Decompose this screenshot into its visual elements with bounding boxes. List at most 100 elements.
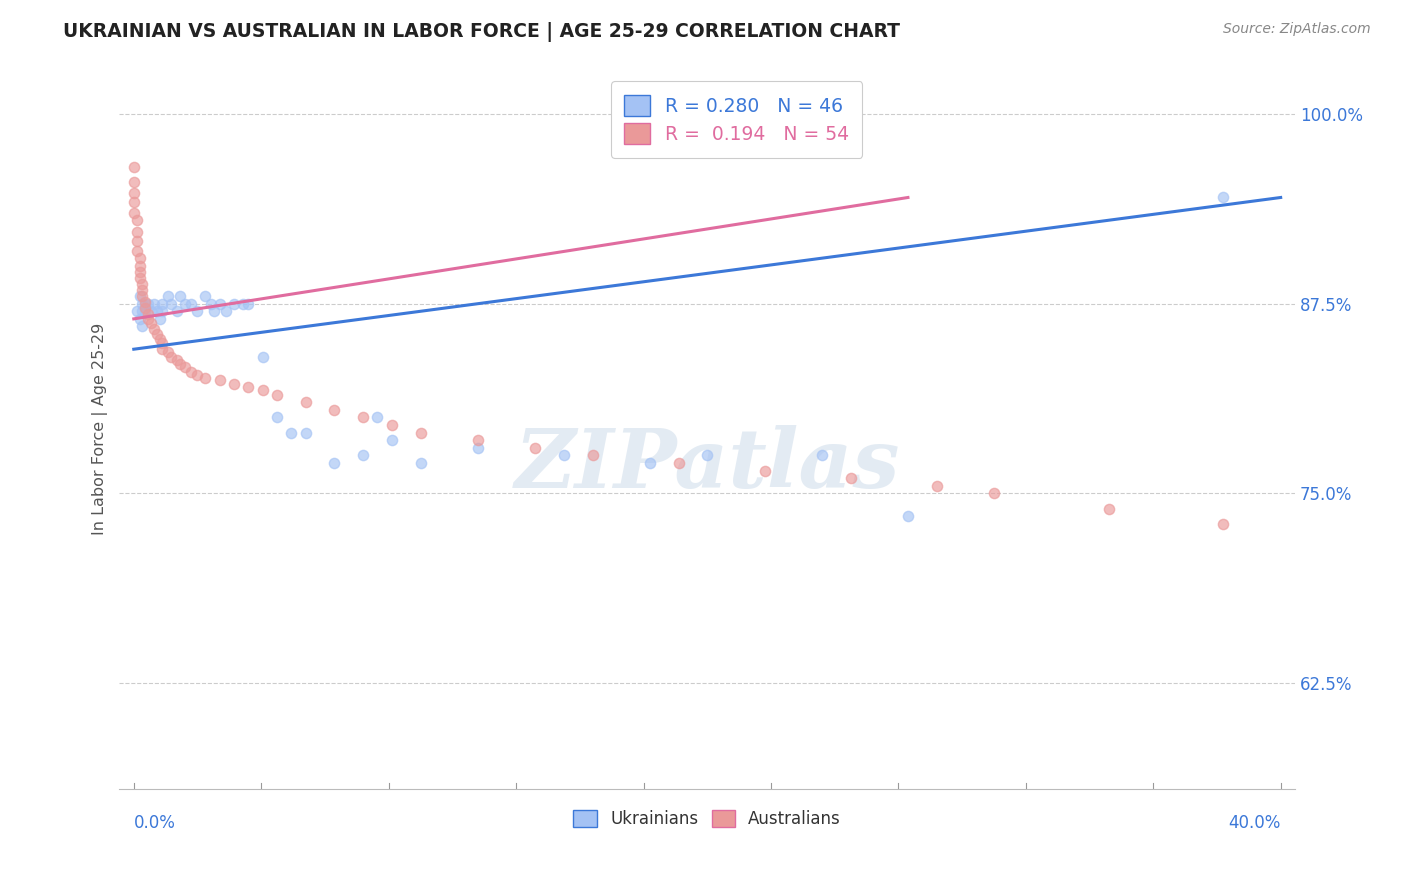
Point: [157, 289, 180, 303]
Point: [323, 456, 346, 470]
Point: [409, 456, 432, 470]
Point: [381, 434, 404, 448]
Point: [202, 304, 225, 318]
Point: [122, 195, 145, 210]
Point: [128, 259, 150, 273]
Point: [160, 296, 183, 310]
Point: [553, 449, 575, 463]
Point: [208, 373, 231, 387]
Point: [194, 371, 217, 385]
Text: UKRAINIAN VS AUSTRALIAN IN LABOR FORCE | AGE 25-29 CORRELATION CHART: UKRAINIAN VS AUSTRALIAN IN LABOR FORCE |…: [63, 22, 900, 42]
Point: [224, 296, 246, 310]
Point: [581, 449, 603, 463]
Point: [266, 410, 288, 425]
Point: [131, 319, 153, 334]
Point: [128, 265, 150, 279]
Point: [136, 311, 159, 326]
Point: [139, 304, 162, 318]
Point: [811, 449, 834, 463]
Point: [352, 410, 374, 425]
Point: [152, 342, 174, 356]
Point: [1212, 190, 1234, 204]
Point: [131, 296, 153, 310]
Point: [149, 332, 172, 346]
Point: [152, 296, 174, 310]
Point: [381, 418, 404, 433]
Point: [136, 307, 159, 321]
Legend: Ukrainians, Australians: Ukrainians, Australians: [567, 804, 848, 835]
Point: [467, 434, 489, 448]
Point: [128, 289, 150, 303]
Point: [238, 296, 260, 310]
Point: [983, 486, 1005, 500]
Point: [128, 271, 150, 285]
Point: [232, 296, 254, 310]
Point: [194, 289, 217, 303]
Point: [897, 509, 920, 524]
Point: [696, 449, 718, 463]
Point: [122, 160, 145, 174]
Point: [128, 311, 150, 326]
Point: [839, 471, 862, 485]
Point: [524, 441, 547, 455]
Point: [467, 441, 489, 455]
Point: [136, 296, 159, 310]
Text: ZIPatlas: ZIPatlas: [515, 425, 900, 505]
Point: [266, 388, 288, 402]
Point: [131, 289, 153, 303]
Point: [214, 304, 236, 318]
Point: [238, 380, 260, 394]
Point: [169, 289, 191, 303]
Point: [754, 464, 776, 478]
Point: [142, 322, 165, 336]
Point: [208, 296, 231, 310]
Point: [145, 304, 167, 318]
Text: 0.0%: 0.0%: [134, 814, 176, 832]
Point: [180, 365, 202, 379]
Point: [280, 425, 302, 440]
Point: [166, 304, 188, 318]
Point: [157, 345, 180, 359]
Point: [134, 304, 156, 318]
Point: [125, 235, 148, 249]
Text: Source: ZipAtlas.com: Source: ZipAtlas.com: [1223, 22, 1371, 37]
Point: [295, 395, 318, 409]
Point: [122, 205, 145, 219]
Point: [125, 304, 148, 318]
Point: [174, 296, 197, 310]
Point: [152, 304, 174, 318]
Point: [125, 244, 148, 258]
Point: [224, 377, 246, 392]
Point: [252, 350, 274, 364]
Point: [1098, 501, 1121, 516]
Point: [1212, 516, 1234, 531]
Point: [139, 317, 162, 331]
Point: [152, 336, 174, 351]
Point: [142, 296, 165, 310]
Point: [134, 301, 156, 316]
Point: [160, 350, 183, 364]
Text: 40.0%: 40.0%: [1229, 814, 1281, 832]
Point: [125, 226, 148, 240]
Point: [134, 296, 156, 310]
Point: [186, 368, 208, 382]
Point: [352, 449, 374, 463]
Point: [186, 304, 208, 318]
Point: [131, 304, 153, 318]
Point: [166, 352, 188, 367]
Point: [409, 425, 432, 440]
Point: [125, 213, 148, 227]
Point: [174, 360, 197, 375]
Point: [145, 326, 167, 341]
Point: [295, 425, 318, 440]
Y-axis label: In Labor Force | Age 25-29: In Labor Force | Age 25-29: [93, 323, 108, 535]
Point: [134, 295, 156, 310]
Point: [122, 186, 145, 200]
Point: [149, 311, 172, 326]
Point: [180, 296, 202, 310]
Point: [366, 410, 388, 425]
Point: [252, 383, 274, 397]
Point: [323, 403, 346, 417]
Point: [200, 296, 222, 310]
Point: [131, 283, 153, 297]
